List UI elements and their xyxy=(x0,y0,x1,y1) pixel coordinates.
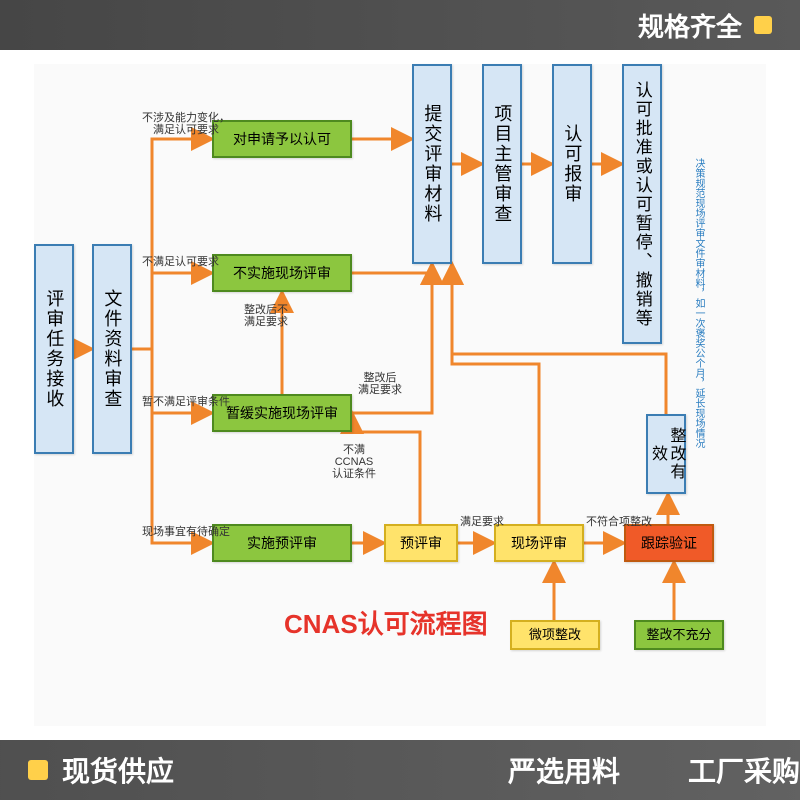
top-banner: 规格齐全 xyxy=(0,0,800,50)
edge-label-e3: 暂不满足评审条件 xyxy=(142,396,230,408)
edge-label-e9: 不满CCNAS认证条件 xyxy=(332,444,376,480)
node-n5: 暂缓实施现场评审 xyxy=(212,394,352,432)
edge-label-e5: 满足要求 xyxy=(460,516,504,528)
edge-label-e2: 不满足认可要求 xyxy=(142,256,219,268)
edge-label-e8: 整改后不满足要求 xyxy=(244,304,288,328)
bottom-banner-right: 工厂采购 xyxy=(688,750,800,790)
node-n2: 文件资料审查 xyxy=(92,244,132,454)
top-banner-text: 规格齐全 xyxy=(638,7,742,44)
node-n1: 评审任务接收 xyxy=(34,244,74,454)
banner-icon xyxy=(754,16,772,34)
edge-label-e1: 不涉及能力变化，满足认可要求 xyxy=(142,112,230,136)
node-n14: 整改有效 xyxy=(646,414,686,494)
bottom-banner: 现货供应 严选用料 工厂采购 xyxy=(0,740,800,800)
node-n16: 整改不充分 xyxy=(634,620,724,650)
node-n11: 预评审 xyxy=(384,524,458,562)
node-n7: 提交评审材料 xyxy=(412,64,452,264)
node-n3: 对申请予以认可 xyxy=(212,120,352,158)
node-n6: 实施预评审 xyxy=(212,524,352,562)
bottom-banner-mid: 严选用料 xyxy=(508,750,620,790)
edge-label-e6: 不符合项整改 xyxy=(586,516,652,528)
diagram-title: CNAS认可流程图 xyxy=(284,604,488,641)
node-n15: 微项整改 xyxy=(510,620,600,650)
flowchart-diagram: 评审任务接收文件资料审查 对申请予以认可不实施现场评审暂缓实施现场评审实施预评审 提… xyxy=(34,64,766,726)
banner-icon xyxy=(28,760,48,780)
bottom-banner-left: 现货供应 xyxy=(62,750,174,790)
node-n8: 项目主管审查 xyxy=(482,64,522,264)
node-n13: 跟踪验证 xyxy=(624,524,714,562)
node-n4: 不实施现场评审 xyxy=(212,254,352,292)
node-n9: 认可报审 xyxy=(552,64,592,264)
node-n10: 认可批准或认可暂停、撤销等 xyxy=(622,64,662,344)
edge-label-e4: 现场事宜有待确定 xyxy=(142,526,230,538)
edge-label-e7: 整改后满足要求 xyxy=(358,372,402,396)
node-n12: 现场评审 xyxy=(494,524,584,562)
note-note1: 决策规范现场评审文件审材料，如一次褒奖公个月，延长现场情况 xyxy=(692,158,704,448)
